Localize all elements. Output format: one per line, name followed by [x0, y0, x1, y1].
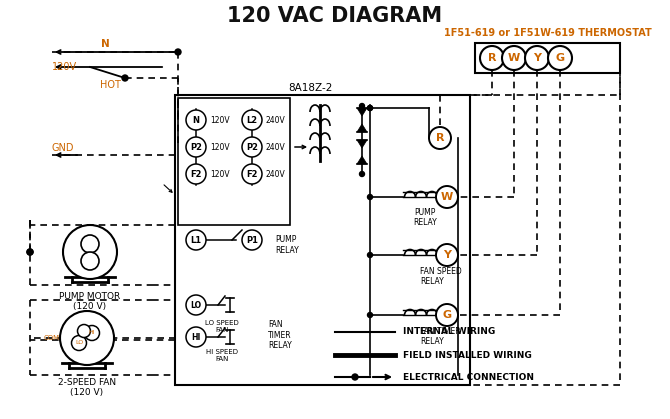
Circle shape [436, 244, 458, 266]
Circle shape [186, 295, 206, 315]
Circle shape [429, 127, 451, 149]
Text: 2-SPEED FAN
(120 V): 2-SPEED FAN (120 V) [58, 378, 116, 397]
Text: G: G [555, 53, 565, 63]
Text: FIELD INSTALLED WIRING: FIELD INSTALLED WIRING [403, 351, 532, 360]
Text: 8A18Z-2: 8A18Z-2 [288, 83, 332, 93]
Text: L1: L1 [190, 235, 202, 245]
Text: LO SPEED
FAN: LO SPEED FAN [205, 320, 239, 333]
Text: INTERNAL WIRING: INTERNAL WIRING [403, 328, 495, 336]
Text: FAN SPEED
RELAY: FAN SPEED RELAY [420, 267, 462, 287]
Text: R: R [436, 133, 444, 143]
Text: LO: LO [75, 341, 83, 346]
Text: L2: L2 [247, 116, 257, 124]
Circle shape [480, 46, 504, 70]
Bar [475, 43, 620, 73]
Circle shape [81, 235, 99, 253]
Circle shape [436, 304, 458, 326]
Text: P2: P2 [190, 142, 202, 152]
Circle shape [60, 311, 114, 365]
Text: PUMP MOTOR
(120 V): PUMP MOTOR (120 V) [60, 292, 121, 311]
Text: R: R [488, 53, 496, 63]
Circle shape [81, 252, 99, 270]
Circle shape [63, 225, 117, 279]
Text: N: N [100, 39, 109, 49]
Text: COM: COM [44, 335, 60, 341]
Text: 240V: 240V [266, 116, 285, 124]
Text: PUMP
RELAY: PUMP RELAY [413, 208, 437, 228]
Text: Y: Y [533, 53, 541, 63]
Text: HI: HI [88, 331, 95, 336]
Circle shape [186, 164, 206, 184]
Circle shape [360, 103, 364, 109]
Text: W: W [441, 192, 453, 202]
Text: HI: HI [192, 333, 201, 341]
Text: 120 VAC DIAGRAM: 120 VAC DIAGRAM [227, 6, 443, 26]
Circle shape [368, 194, 373, 199]
Circle shape [360, 171, 364, 176]
Text: HI SPEED
FAN: HI SPEED FAN [206, 349, 238, 362]
Circle shape [186, 137, 206, 157]
Polygon shape [357, 156, 367, 164]
Text: 1F51-619 or 1F51W-619 THERMOSTAT: 1F51-619 or 1F51W-619 THERMOSTAT [444, 28, 652, 38]
Text: GND: GND [52, 143, 74, 153]
Circle shape [242, 137, 262, 157]
Circle shape [186, 230, 206, 250]
Text: PUMP
RELAY: PUMP RELAY [275, 235, 299, 255]
Circle shape [352, 374, 358, 380]
Text: F2: F2 [247, 170, 258, 178]
Circle shape [175, 49, 181, 55]
Text: 120V: 120V [210, 170, 230, 178]
Circle shape [242, 230, 262, 250]
Bar [178, 98, 290, 225]
Circle shape [548, 46, 572, 70]
Text: LO: LO [190, 300, 202, 310]
Text: W: W [508, 53, 520, 63]
Circle shape [242, 110, 262, 130]
Circle shape [122, 75, 128, 81]
Text: HOT: HOT [100, 80, 121, 90]
Polygon shape [357, 140, 367, 148]
Text: 240V: 240V [266, 170, 285, 178]
Text: Y: Y [443, 250, 451, 260]
Text: 120V: 120V [210, 142, 230, 152]
Text: FAN TIMER
RELAY: FAN TIMER RELAY [420, 327, 461, 347]
Text: ELECTRICAL CONNECTION: ELECTRICAL CONNECTION [403, 372, 534, 382]
Circle shape [242, 164, 262, 184]
Circle shape [27, 249, 33, 255]
Circle shape [368, 106, 373, 111]
Text: P2: P2 [246, 142, 258, 152]
Circle shape [84, 326, 100, 341]
Circle shape [186, 110, 206, 130]
Circle shape [368, 253, 373, 258]
Circle shape [436, 186, 458, 208]
Text: F2: F2 [190, 170, 202, 178]
Circle shape [502, 46, 526, 70]
Text: 240V: 240V [266, 142, 285, 152]
Polygon shape [357, 108, 367, 116]
Circle shape [368, 106, 373, 111]
Text: 120V: 120V [52, 62, 77, 72]
Circle shape [78, 324, 90, 337]
Circle shape [525, 46, 549, 70]
Circle shape [72, 336, 86, 351]
Circle shape [368, 313, 373, 318]
Text: P1: P1 [246, 235, 258, 245]
Text: G: G [442, 310, 452, 320]
Circle shape [186, 327, 206, 347]
Bar [175, 95, 470, 385]
Text: 120V: 120V [210, 116, 230, 124]
Circle shape [27, 249, 33, 255]
Polygon shape [357, 124, 367, 132]
Text: N: N [192, 116, 200, 124]
Text: FAN
TIMER
RELAY: FAN TIMER RELAY [268, 320, 291, 350]
